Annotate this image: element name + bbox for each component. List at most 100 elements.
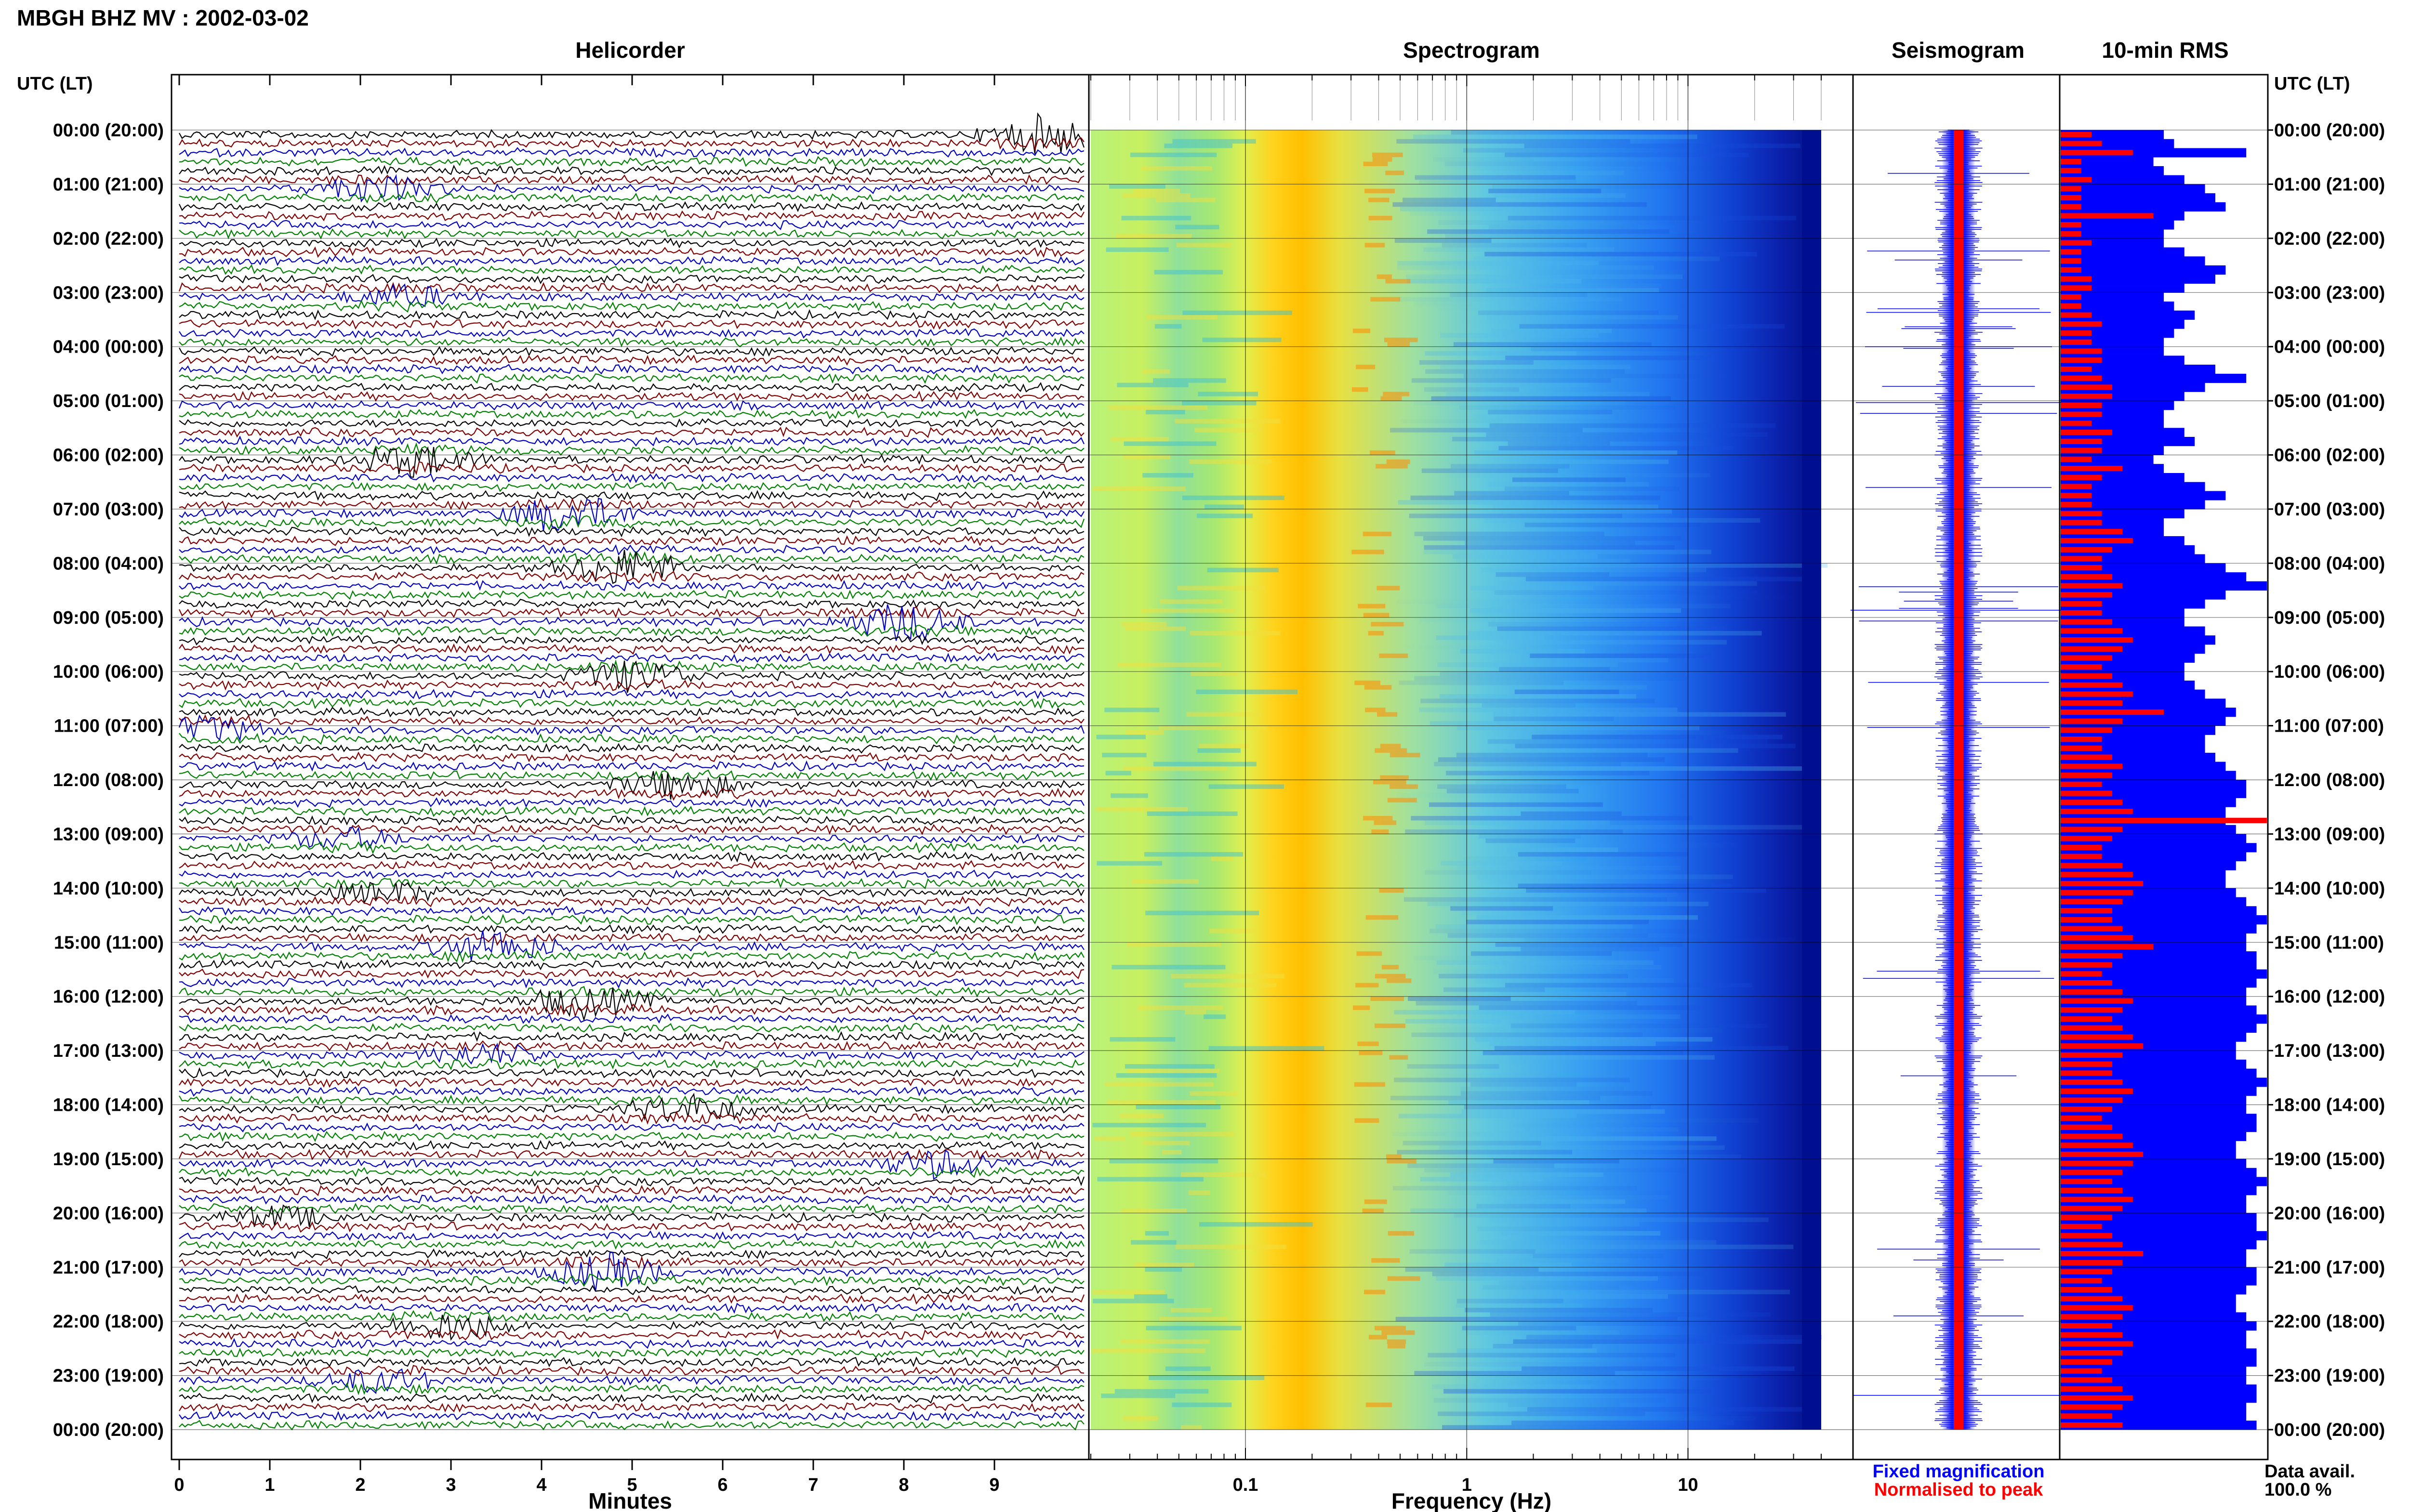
spectrogram-row [1387,1344,1405,1349]
spectrogram-row [1399,680,1564,685]
data-avail-label: Data avail. [2264,1461,2355,1482]
time-label-left: 07:00 (03:00) [53,500,164,520]
rms-bar-normalised [2061,249,2081,255]
spectrogram-row [1119,1114,1164,1118]
spectrogram-row [1436,1276,1658,1281]
helicorder-trace [179,841,1085,855]
rms-bar-normalised [2061,1160,2133,1166]
spectrogram-row [1482,703,1576,708]
helicorder-tick-label: 4 [536,1475,546,1495]
spectrogram-row [1414,531,1605,537]
helicorder-trace [179,769,1085,781]
spectrogram-row [1351,550,1384,554]
spectrogram-row [1436,604,1731,608]
spectrogram-row [1488,482,1649,487]
spectrogram-row [1424,870,1592,875]
spectrogram-row [1460,649,1585,654]
spectrogram-row [1512,477,1626,482]
spectrogram-row [1424,545,1675,550]
spectrogram-row [1410,495,1661,500]
helicorder-trace [179,1248,1085,1260]
spectrogram-row [1101,1394,1176,1398]
time-label-right: 09:00 (05:00) [2274,608,2385,628]
spectrogram-row [1142,473,1193,478]
spectrogram-row [1363,613,1390,618]
rms-bar-fixed [2061,482,2205,491]
rms-bar-normalised [2061,628,2123,634]
helicorder-tick-label: 8 [899,1475,909,1495]
spectrogram-row [1426,1073,1579,1078]
rms-bar-normalised [2061,962,2112,968]
spectrogram-row [1513,1294,1668,1299]
helicorder-trace [179,1251,1085,1291]
spectrogram-row [1452,437,1705,442]
helicorder-trace [179,418,1085,428]
rms-bar-normalised [2061,1332,2123,1338]
spectrogram-row [1448,473,1710,478]
spectrogram-row [1096,807,1188,812]
spectrogram-row [1460,1091,1653,1096]
rms-bar-normalised [2061,917,2112,922]
spectrogram-row [1478,310,1658,316]
rms-bar-normalised [2061,438,2102,444]
helicorder-trace [179,336,1085,348]
spectrogram-row [1164,144,1232,148]
helicorder-trace [179,1255,1085,1270]
spectrogram-row [1414,302,1546,306]
spectrogram-row [1438,1411,1645,1416]
spectrogram-row [1396,793,1607,798]
time-label-right: 03:00 (23:00) [2274,283,2385,303]
spectrogram-row [1147,811,1238,816]
helicorder-trace [179,570,1085,584]
helicorder-trace [179,550,1085,584]
helicorder-trace [179,606,1085,619]
helicorder-trace [179,112,1085,154]
rms-bar-fixed [2061,1222,2257,1232]
time-label-left: 23:00 (19:00) [53,1366,164,1386]
spectrogram-xlabel: Frequency (Hz) [1391,1488,1551,1512]
rms-bar-normalised [2061,1233,2112,1238]
rms-bar-fixed [2061,184,2205,194]
spectrogram-row [1424,1168,1687,1173]
spectrogram-row [1165,1366,1211,1371]
spectrogram-row [1362,1209,1384,1213]
spectrogram-row [1489,1041,1656,1046]
spectrogram-row [1127,1068,1220,1073]
spectrogram-row [1159,1316,1228,1322]
helicorder-tick-label: 5 [627,1475,637,1495]
spectrogram-row [1371,622,1404,627]
spectrogram-row [1440,365,1631,369]
helicorder-tick-label: 7 [808,1475,818,1495]
spectrogram-row [1454,491,1569,496]
spectrogram-row [1462,320,1642,324]
helicorder-tick-label: 0 [174,1475,184,1495]
rms-bar-normalised [2061,430,2112,435]
spectrogram-row [1451,130,1687,135]
rms-bar-fixed [2061,229,2164,239]
spectrogram-row [1419,360,1534,365]
time-label-left: 06:00 (02:00) [53,446,164,466]
rms-bar-normalised [2061,583,2123,589]
rms-bar-fixed [2061,166,2164,176]
helicorder-trace [179,824,1085,835]
spectrogram-row [1486,288,1659,293]
spectrogram-row [1429,802,1603,807]
helicorder-tick-label: 2 [355,1475,365,1495]
spectrogram-row [1351,387,1368,392]
spectrogram-row [1364,1289,1385,1294]
spectrogram-row [1392,1131,1597,1137]
spectrogram-row [1443,987,1545,992]
spectrogram-row [1488,409,1613,415]
rms-bar-normalised [2061,538,2133,544]
spectrogram-row [1524,144,1800,148]
spectrogram-row [1363,161,1388,166]
rms-bar-normalised [2061,312,2092,318]
helicorder-trace [179,826,1085,849]
spectrogram-row [1365,915,1399,920]
spectrogram-row [1381,1330,1415,1335]
spectrogram-row [1474,978,1674,983]
spectrogram-row [1465,1308,1653,1313]
spectrogram-row [1386,459,1410,464]
rms-bar-normalised [2061,1016,2112,1022]
spectrogram-row [1480,1240,1717,1245]
